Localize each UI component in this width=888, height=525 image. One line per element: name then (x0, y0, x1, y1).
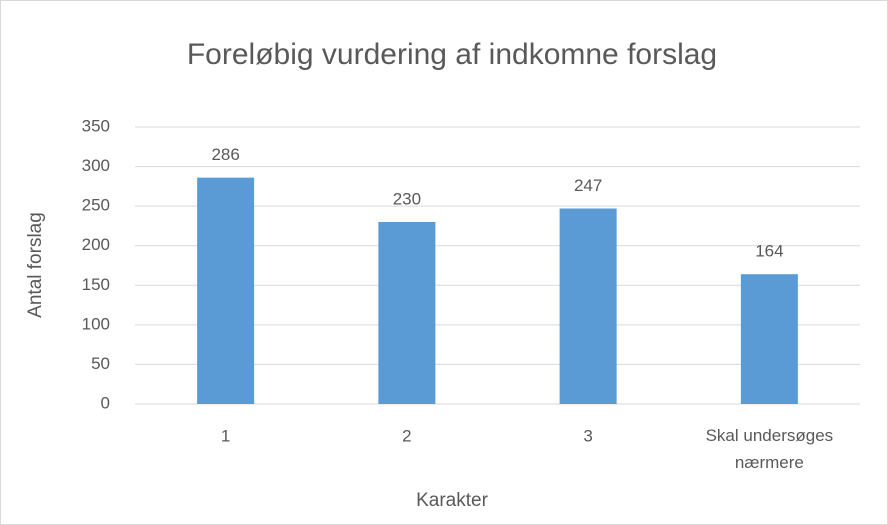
y-tick-label: 150 (82, 275, 110, 294)
bar (559, 208, 617, 404)
y-tick-label: 50 (91, 354, 110, 373)
data-label: 286 (211, 145, 239, 164)
x-axis-title: Karakter (416, 490, 488, 511)
y-tick-label: 250 (82, 196, 110, 215)
y-tick-label: 100 (82, 314, 110, 333)
y-tick-label: 0 (101, 393, 110, 412)
data-label: 164 (755, 242, 783, 261)
x-tick-label: 1 (221, 426, 230, 445)
y-axis-title: Antal forslag (25, 212, 46, 318)
x-tick-label: Skal undersøges nærmere (706, 426, 834, 472)
y-tick-label: 200 (82, 235, 110, 254)
x-tick-label: 2 (402, 426, 411, 445)
bar (378, 221, 436, 404)
bar (197, 177, 255, 404)
y-tick-label: 300 (82, 156, 110, 175)
data-label: 230 (393, 189, 421, 208)
x-tick-label: 3 (583, 426, 592, 445)
bar (740, 274, 798, 404)
chart-title: Foreløbig vurdering af indkomne forslag (187, 38, 717, 71)
data-label: 247 (574, 176, 602, 195)
y-tick-label: 350 (82, 116, 110, 135)
